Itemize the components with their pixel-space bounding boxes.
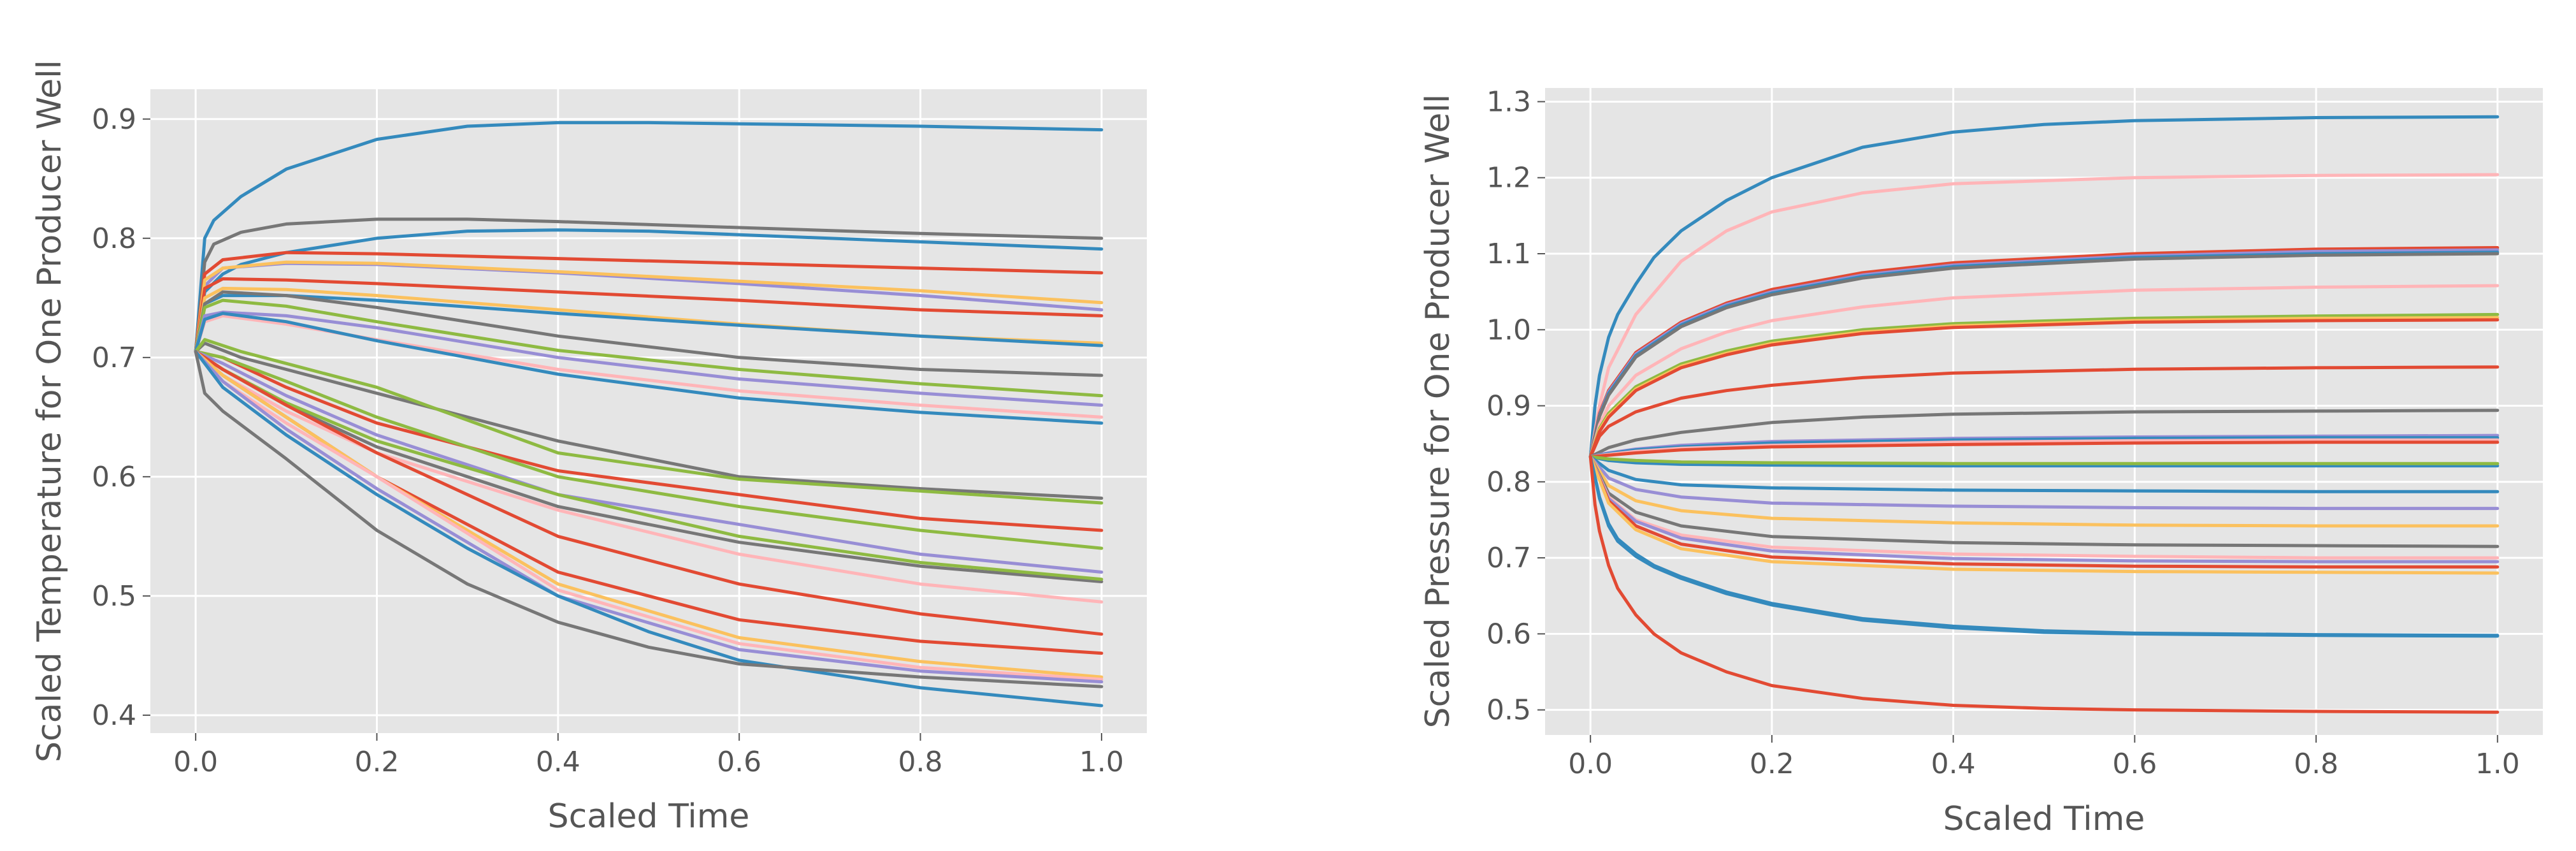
x-axis-label: Scaled Time bbox=[1943, 800, 2145, 838]
pressure-chart-svg: 0.0 0.2 0.4 0.6 0.8 1.0 0.5 0.6 0.7 0.8 0.9 1.0 1.1… bbox=[1419, 85, 2543, 838]
series-line bbox=[194, 350, 1104, 708]
y-tick-label: 0.7 bbox=[92, 342, 136, 374]
y-tick-label: 0.6 bbox=[1486, 618, 1531, 650]
y-tick-label: 0.9 bbox=[1486, 390, 1531, 423]
temperature-chart-svg: 0.0 0.2 0.4 0.6 0.8 1.0 0.4 0.5 0.6 0.7 0.8 0.9 Sc… bbox=[31, 60, 1147, 836]
series-line bbox=[194, 338, 1104, 505]
series-line bbox=[194, 260, 1104, 353]
x-tick-label: 0.0 bbox=[1568, 748, 1613, 780]
series-line bbox=[1588, 455, 2500, 638]
series-line bbox=[1588, 455, 2500, 528]
x-axis-label: Scaled Time bbox=[548, 797, 750, 836]
grid-lines bbox=[1545, 88, 2543, 735]
x-tick-labels: 0.0 0.2 0.4 0.6 0.8 1.0 bbox=[173, 733, 1124, 778]
y-axis-label: Scaled Pressure for One Producer Well bbox=[1419, 94, 1457, 729]
y-tick-label: 1.2 bbox=[1486, 162, 1531, 194]
series-line bbox=[1588, 455, 2500, 714]
y-tick-labels: 0.5 0.6 0.7 0.8 0.9 1.0 1.1 1.2 1.3 bbox=[1486, 85, 1545, 727]
series-line bbox=[1588, 365, 2500, 458]
series-line bbox=[1588, 252, 2500, 458]
x-tick-label: 1.0 bbox=[2475, 748, 2520, 780]
series-line bbox=[1588, 455, 2500, 548]
pressure-chart: 0.0 0.2 0.4 0.6 0.8 1.0 0.5 0.6 0.7 0.8 0.9 1.0 1.1… bbox=[1288, 0, 2575, 851]
x-tick-label: 0.4 bbox=[536, 746, 580, 778]
x-tick-label: 0.6 bbox=[717, 746, 761, 778]
series-line bbox=[1588, 455, 2500, 575]
y-axis-label: Scaled Temperature for One Producer Well bbox=[31, 60, 69, 762]
series-line bbox=[1588, 455, 2500, 564]
series-line bbox=[194, 217, 1104, 353]
series-line bbox=[194, 251, 1104, 353]
y-tick-label: 0.6 bbox=[92, 461, 136, 493]
x-tick-label: 0.8 bbox=[2294, 748, 2338, 780]
series-line bbox=[194, 228, 1104, 353]
y-tick-label: 1.0 bbox=[1486, 314, 1531, 346]
x-tick-label: 0.2 bbox=[354, 746, 399, 778]
y-tick-label: 0.7 bbox=[1486, 542, 1531, 574]
y-tick-label: 0.9 bbox=[92, 103, 136, 136]
series-line bbox=[194, 298, 1104, 398]
grid-lines bbox=[150, 89, 1147, 733]
series-line bbox=[1588, 115, 2500, 458]
series-line bbox=[194, 350, 1104, 679]
series-group bbox=[1588, 115, 2500, 714]
series-line bbox=[194, 341, 1104, 500]
series-line bbox=[194, 120, 1104, 353]
y-tick-label: 0.5 bbox=[1486, 694, 1531, 727]
x-tick-label: 0.4 bbox=[1931, 748, 1976, 780]
x-tick-label: 0.8 bbox=[898, 746, 943, 778]
series-line bbox=[194, 290, 1104, 377]
y-tick-labels: 0.4 0.5 0.6 0.7 0.8 0.9 bbox=[92, 103, 150, 732]
series-line bbox=[194, 350, 1104, 636]
series-line bbox=[1588, 173, 2500, 458]
series-group bbox=[194, 120, 1104, 708]
series-line bbox=[194, 350, 1104, 684]
series-line bbox=[1588, 284, 2500, 458]
series-line bbox=[194, 350, 1104, 550]
x-tick-label: 0.0 bbox=[173, 746, 218, 778]
y-tick-label: 0.4 bbox=[92, 699, 136, 732]
series-line bbox=[1588, 455, 2500, 569]
series-line bbox=[1588, 318, 2500, 458]
x-tick-label: 0.2 bbox=[1750, 748, 1794, 780]
y-tick-label: 1.1 bbox=[1486, 238, 1531, 270]
series-line bbox=[194, 277, 1104, 353]
series-line bbox=[1588, 455, 2500, 468]
series-line bbox=[1588, 455, 2500, 465]
x-tick-label: 1.0 bbox=[1079, 746, 1124, 778]
series-line bbox=[1588, 455, 2500, 511]
series-line bbox=[194, 312, 1104, 425]
series-line bbox=[194, 310, 1104, 407]
y-tick-label: 0.5 bbox=[92, 580, 136, 613]
series-line bbox=[194, 350, 1104, 574]
x-tick-labels: 0.0 0.2 0.4 0.6 0.8 1.0 bbox=[1568, 735, 2520, 780]
temperature-chart: 0.0 0.2 0.4 0.6 0.8 1.0 0.4 0.5 0.6 0.7 0.8 0.9 Sc… bbox=[31, 60, 1147, 836]
plot-background bbox=[150, 89, 1147, 733]
y-tick-label: 0.8 bbox=[1486, 466, 1531, 498]
y-tick-label: 0.8 bbox=[92, 222, 136, 255]
series-line bbox=[194, 350, 1104, 688]
y-tick-label: 1.3 bbox=[1486, 85, 1531, 118]
x-tick-label: 0.6 bbox=[2112, 748, 2157, 780]
series-line bbox=[1588, 455, 2500, 493]
series-line bbox=[1588, 409, 2500, 458]
series-line bbox=[1588, 440, 2500, 458]
